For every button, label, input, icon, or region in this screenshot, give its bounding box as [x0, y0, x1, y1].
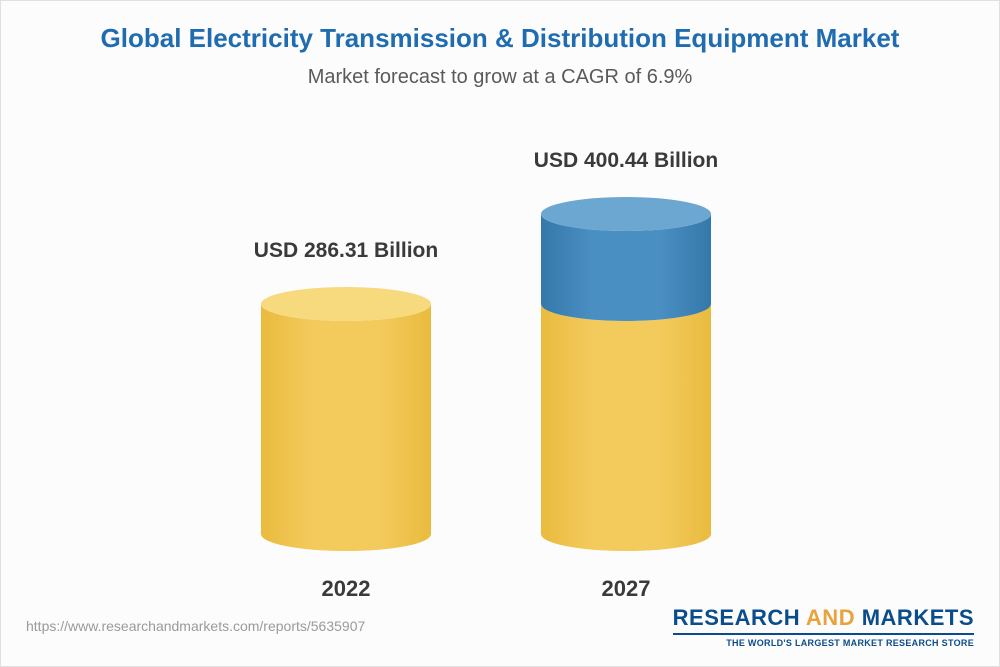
infographic-container: Global Electricity Transmission & Distri…	[0, 0, 1000, 667]
cylinder-value-label: USD 400.44 Billion	[534, 149, 718, 173]
logo-tagline: THE WORLD'S LARGEST MARKET RESEARCH STOR…	[673, 633, 974, 648]
source-url: https://www.researchandmarkets.com/repor…	[26, 618, 365, 634]
logo-word-markets: MARKETS	[862, 605, 974, 630]
logo-word-research: RESEARCH	[673, 605, 800, 630]
cylinder-value-label: USD 286.31 Billion	[254, 239, 438, 263]
footer: https://www.researchandmarkets.com/repor…	[1, 596, 999, 666]
logo-word-and: AND	[806, 605, 855, 630]
chart-title: Global Electricity Transmission & Distri…	[1, 1, 999, 54]
cylinder-svg	[541, 195, 711, 553]
chart-subtitle: Market forecast to grow at a CAGR of 6.9…	[1, 66, 999, 89]
cylinder-svg	[261, 285, 431, 553]
logo: RESEARCH AND MARKETS THE WORLD'S LARGEST…	[673, 605, 974, 648]
cylinder-2027: USD 400.44 Billion2027	[541, 149, 711, 602]
logo-text: RESEARCH AND MARKETS	[673, 605, 974, 631]
cylinder-2022: USD 286.31 Billion2022	[261, 239, 431, 602]
chart-area: USD 286.31 Billion2022USD 400.44 Billion…	[1, 111, 999, 571]
